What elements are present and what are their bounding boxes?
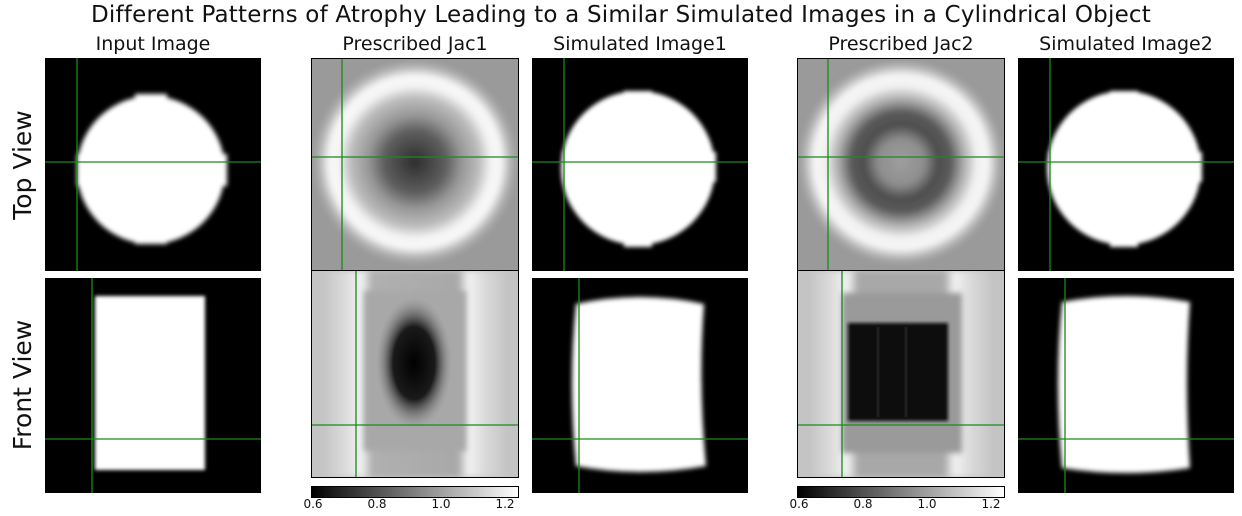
panel-sim1-front xyxy=(532,278,748,493)
jac2-colorbar-tick: 0.8 xyxy=(853,497,873,511)
panel-sim1-top xyxy=(532,58,748,271)
panel-jac1-front xyxy=(311,270,519,478)
row-label-front-view: Front View xyxy=(8,319,37,451)
panel-jac2-front xyxy=(797,270,1005,478)
jac1-colorbar-tick: 0.6 xyxy=(303,497,323,511)
jac1-colorbar xyxy=(311,483,519,498)
jac2-colorbar-tick: 1.0 xyxy=(917,497,937,511)
input-top-image xyxy=(45,58,261,271)
jac2-colorbar-tick: 0.6 xyxy=(789,497,809,511)
jac1-colorbar-tick: 0.8 xyxy=(367,497,387,511)
column-title-jac1: Prescribed Jac1 xyxy=(342,33,488,55)
panel-input-top xyxy=(45,58,261,271)
jac2-top-image xyxy=(798,59,1004,270)
jac1-colorbar-tick: 1.0 xyxy=(431,497,451,511)
input-front-image xyxy=(45,278,261,493)
panel-sim2-front xyxy=(1018,278,1234,493)
figure-title: Different Patterns of Atrophy Leading to… xyxy=(91,2,1151,28)
sim2-top-image xyxy=(1018,58,1234,271)
column-title-input: Input Image xyxy=(95,33,211,55)
column-title-sim2: Simulated Image2 xyxy=(1039,33,1213,55)
jac2-colorbar xyxy=(797,483,1005,498)
sim2-front-image xyxy=(1018,278,1234,493)
jac2-front-image xyxy=(798,271,1004,477)
panel-jac2-top xyxy=(797,58,1005,271)
column-title-sim1: Simulated Image1 xyxy=(553,33,727,55)
panel-sim2-top xyxy=(1018,58,1234,271)
sim1-top-image xyxy=(532,58,748,271)
column-title-jac2: Prescribed Jac2 xyxy=(828,33,974,55)
jac2-colorbar-tick: 1.2 xyxy=(981,497,1001,511)
jac1-colorbar-tick: 1.2 xyxy=(495,497,515,511)
panel-jac1-top xyxy=(311,58,519,271)
panel-input-front xyxy=(45,278,261,493)
row-label-top-view: Top View xyxy=(8,110,37,220)
jac1-top-image xyxy=(312,59,518,270)
sim1-front-image xyxy=(532,278,748,493)
jac1-front-image xyxy=(312,271,518,477)
